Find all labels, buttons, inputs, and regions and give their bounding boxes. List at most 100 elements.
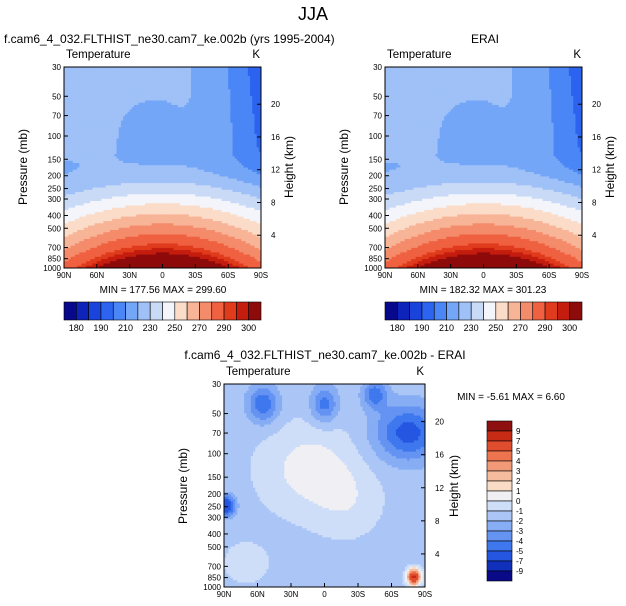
height-tick-label: 8 [592,198,597,207]
colorbar-swatch [446,301,460,321]
colorbar-label: -3 [516,527,524,536]
panel-obs: ERAI Temperature K Pressure (mb) Height … [337,32,617,333]
colorbar-swatch [486,550,513,562]
units-label: K [573,49,581,61]
colorbar-swatch [486,490,513,502]
y-tick-label: 700 [208,562,222,571]
colorbar-swatch [458,301,472,321]
colorbar-swatch [483,301,497,321]
colorbar-swatch [470,301,484,321]
colorbar-swatch [199,301,213,321]
x-tick-label: 0 [481,271,486,280]
y-tick-label: 70 [373,112,382,121]
x-tick-label: 0 [160,271,165,280]
colorbar-swatch [421,301,435,321]
figure-title: JJA [298,4,328,24]
panel-title: ERAI [471,32,499,46]
y-axis-label-right: Height (km) [603,136,617,198]
colorbar-swatch [112,301,126,321]
colorbar-label: 0 [516,497,521,506]
colorbar-swatch [486,500,513,512]
x-tick-label: 30S [351,590,365,599]
y-tick-label: 100 [369,132,383,141]
colorbar-swatch [486,470,513,482]
y-tick-label: 30 [212,380,221,389]
y-axis-label: Pressure (mb) [176,448,190,524]
y-tick-label: 30 [373,63,382,72]
colorbar-swatch [162,301,176,321]
y-tick-label: 150 [48,155,62,164]
colorbar-swatch [486,520,513,532]
colorbar-swatch [137,301,151,321]
colorbar-swatch [149,301,163,321]
colorbar-swatch [486,430,513,442]
y-axis-label: Pressure (mb) [337,129,351,205]
y-axis-label-right: Height (km) [282,136,296,198]
y-tick-label: 70 [52,112,61,121]
height-tick-label: 12 [271,166,280,175]
colorbar-label: 270 [513,323,528,333]
variable-label: Temperature [66,49,131,61]
colorbar-swatch [211,301,225,321]
y-tick-label: 1000 [203,583,221,592]
colorbar-label: -1 [516,507,524,516]
y-axis-label: Pressure (mb) [16,129,30,205]
colorbar-swatch [544,301,558,321]
y-tick-label: 70 [212,429,221,438]
colorbar-label: 5 [516,447,521,456]
plot-area [224,384,425,587]
y-tick-label: 250 [48,185,62,194]
y-tick-label: 1000 [364,264,382,273]
colorbar-label: 210 [118,323,133,333]
colorbar-label: 290 [538,323,553,333]
y-tick-label: 150 [208,473,222,482]
variable-label: Temperature [226,366,291,378]
y-tick-label: 200 [208,490,222,499]
plot-area [385,67,582,268]
x-tick-label: 0 [322,590,327,599]
colorbar-label: 230 [143,323,158,333]
colorbar-swatch [507,301,521,321]
height-tick-label: 8 [435,517,440,526]
x-tick-label: 90N [57,271,72,280]
x-tick-label: 90N [217,590,232,599]
colorbar-label: -4 [516,537,524,546]
colorbar-label: 210 [439,323,454,333]
y-tick-label: 50 [212,410,221,419]
y-tick-label: 400 [48,211,62,220]
y-tick-label: 150 [369,155,383,164]
colorbar-swatch [433,301,447,321]
colorbar-label: -7 [516,557,524,566]
stats-text: MIN = 182.32 MAX = 301.23 [420,285,547,296]
x-tick-label: 30N [122,271,137,280]
y-tick-label: 400 [208,530,222,539]
colorbar-label: -2 [516,517,524,526]
colorbar-label: 300 [562,323,577,333]
x-tick-label: 30N [443,271,458,280]
colorbar-label: 250 [167,323,182,333]
y-tick-label: 700 [48,244,62,253]
units-label: K [252,49,260,61]
colorbar-swatch [186,301,200,321]
y-tick-label: 300 [369,195,383,204]
panel-title: f.cam6_4_032.FLTHIST_ne30.cam7_ke.002b (… [4,32,335,46]
colorbar-swatch [532,301,546,321]
height-tick-label: 4 [271,231,276,240]
colorbar-swatch [248,301,262,321]
x-tick-label: 90S [575,271,589,280]
x-tick-label: 90S [418,590,432,599]
y-tick-label: 200 [369,172,383,181]
x-tick-label: 90N [378,271,393,280]
y-tick-label: 250 [369,185,383,194]
y-tick-label: 500 [208,543,222,552]
stats-text: MIN = 177.56 MAX = 299.60 [100,285,227,296]
colorbar-label: -9 [516,567,524,576]
colorbar-swatch [76,301,89,321]
colorbar: 180 190 210 230 250 270 290 300 [63,301,262,333]
y-tick-label: 200 [48,172,62,181]
colorbar-swatch [486,530,513,542]
x-tick-label: 30S [509,271,523,280]
height-tick-label: 16 [592,133,601,142]
panel-model: f.cam6_4_032.FLTHIST_ne30.cam7_ke.002b (… [4,32,335,333]
colorbar-swatch [495,301,509,321]
